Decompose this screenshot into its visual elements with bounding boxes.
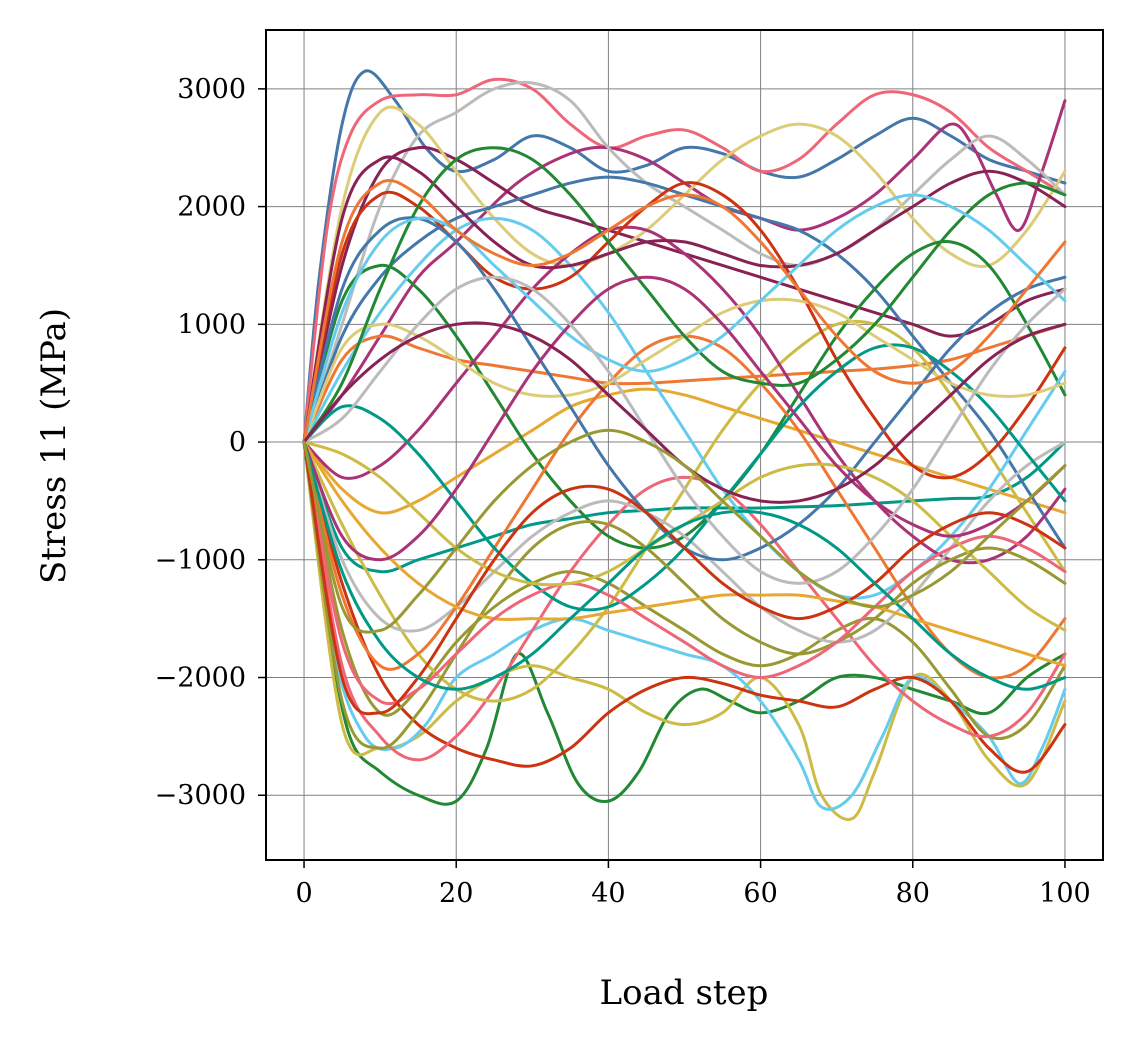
series-line [302, 193, 1067, 444]
series-line [302, 69, 1067, 444]
series-line [302, 178, 1067, 444]
x-tick-label: 0 [295, 878, 312, 909]
series-line [302, 216, 1067, 600]
grid-lines [266, 30, 1103, 860]
series-line [302, 440, 1067, 574]
series-line [302, 428, 1067, 634]
series-line [302, 105, 1067, 444]
series-line [302, 440, 1067, 806]
series-line [302, 145, 1067, 444]
series-line [302, 440, 1067, 691]
series-line [302, 440, 1067, 716]
series-line [302, 387, 1067, 515]
series-line [302, 440, 1067, 741]
x-axis: 0 20 40 60 80 100 [295, 860, 1091, 909]
series-line [302, 334, 1067, 680]
series-line [302, 440, 1067, 706]
x-tick-label: 40 [591, 878, 625, 909]
series-line [302, 440, 1067, 774]
x-axis-label: Load step [600, 973, 769, 1013]
y-tick-label: 0 [229, 427, 246, 458]
y-axis-label: Stress 11 (MPa) [34, 308, 74, 584]
y-tick-label: 1000 [177, 309, 246, 340]
x-tick-label: 60 [743, 878, 777, 909]
x-tick-label: 100 [1039, 878, 1091, 909]
series-line [302, 275, 1067, 585]
y-tick-label: 2000 [177, 192, 246, 223]
y-axis: −3000 −2000 −1000 0 1000 2000 3000 [155, 74, 266, 811]
series-line [302, 440, 1067, 762]
y-tick-label: −1000 [155, 545, 246, 576]
series-line [302, 181, 1067, 480]
series-line [302, 146, 1067, 444]
series-lines [302, 69, 1067, 822]
y-tick-label: −3000 [155, 780, 246, 811]
x-tick-label: 80 [896, 878, 930, 909]
plot-area-frame [265, 29, 1104, 861]
y-tick-label: −2000 [155, 663, 246, 694]
series-line [302, 77, 1067, 444]
series-line [302, 440, 1067, 750]
series-line [302, 155, 1067, 444]
y-tick-label: 3000 [177, 74, 246, 105]
x-tick-label: 20 [439, 878, 473, 909]
